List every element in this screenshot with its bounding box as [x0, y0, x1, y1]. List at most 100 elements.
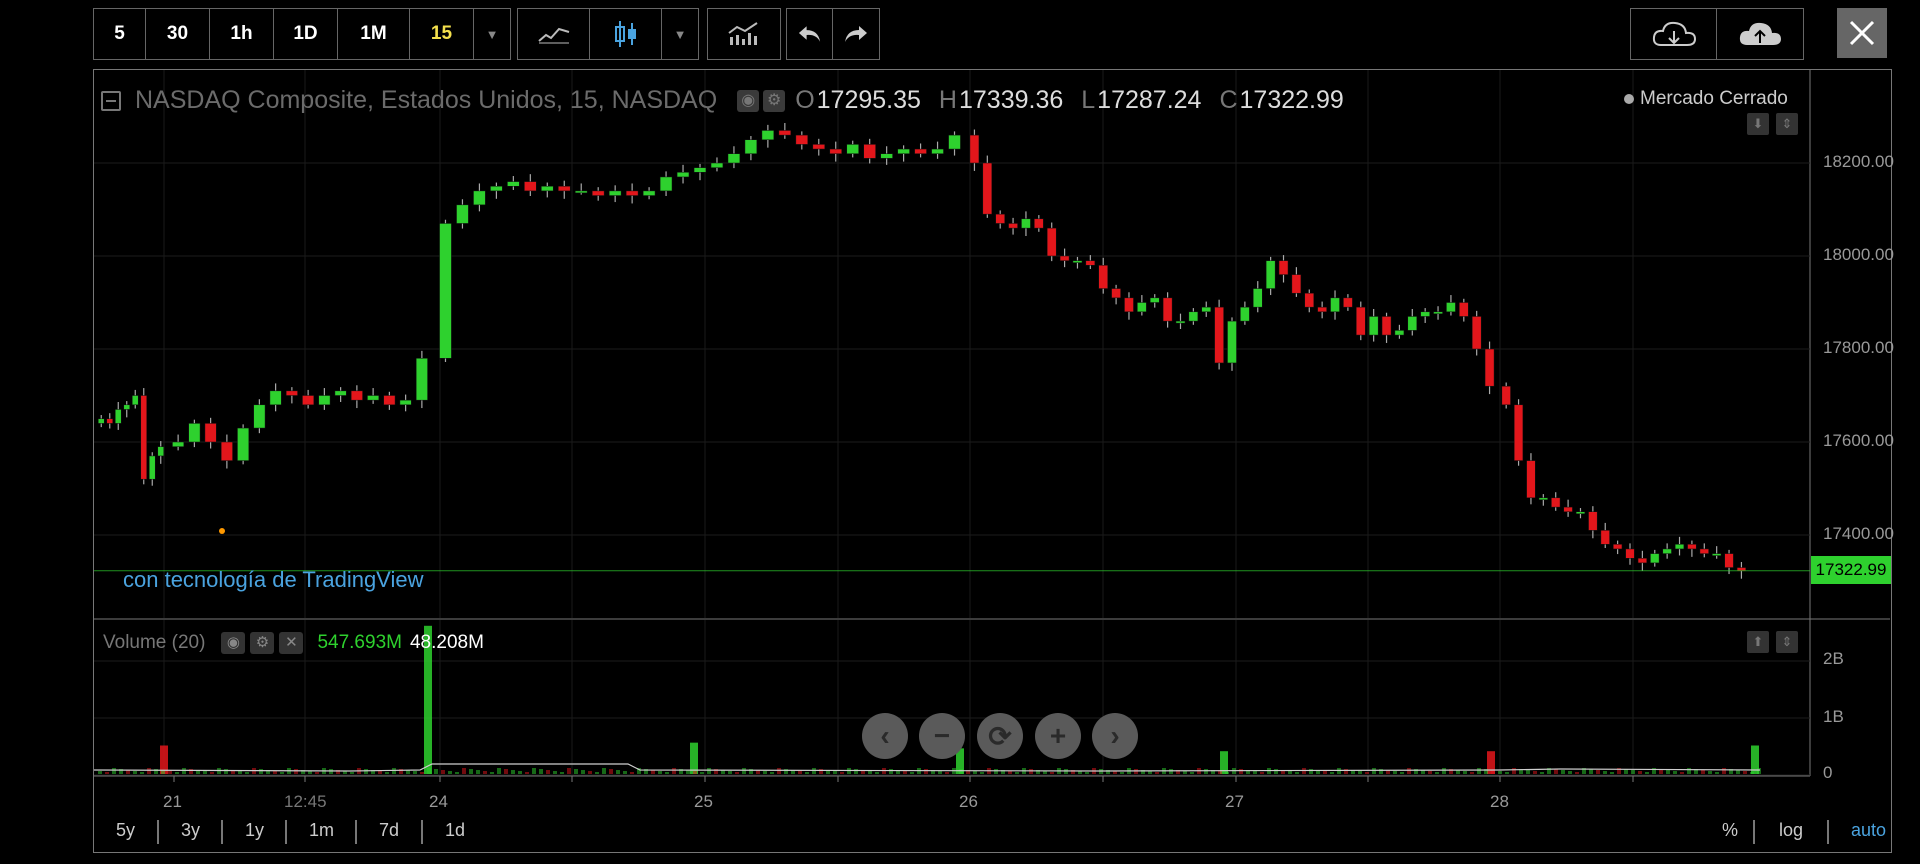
volume-bar [1239, 769, 1243, 774]
interval-5[interactable]: 5 [94, 9, 146, 59]
close-icon[interactable] [1837, 8, 1887, 58]
zoom-out-button[interactable]: − [919, 713, 965, 759]
symbol-legend: NASDAQ Composite, Estados Unidos, 15, NA… [101, 86, 1362, 115]
range-5y[interactable]: 5y [116, 820, 136, 840]
volume-bar [1211, 770, 1215, 774]
auto-scale-toggle[interactable]: auto [1851, 820, 1887, 840]
time-tick: 12:45 [284, 792, 327, 811]
cloud-group [1630, 8, 1804, 60]
volume-bar [448, 771, 452, 774]
range-1d[interactable]: 1d [445, 820, 466, 840]
volume-bar [1309, 769, 1313, 774]
price-tick: 17400.00 [1823, 524, 1894, 543]
volume-bar [434, 769, 438, 774]
log-scale-toggle[interactable]: log [1779, 820, 1804, 840]
volume-bar [1435, 772, 1439, 774]
volume-bar [602, 768, 606, 774]
visibility-icon[interactable]: ◉ [737, 89, 760, 112]
volume-settings-icon[interactable]: ⚙ [250, 632, 275, 654]
interval-1h[interactable]: 1h [210, 9, 274, 59]
interval-group: 5 30 1h 1D 1M 15 ▼ [93, 8, 511, 60]
indicators-icon[interactable] [708, 9, 780, 59]
volume-bar [385, 772, 389, 774]
volume-bar [245, 772, 249, 774]
range-3y[interactable]: 3y [181, 820, 201, 840]
volume-bar [1351, 770, 1355, 774]
volume-bar [392, 768, 396, 774]
volume-bar [966, 770, 970, 774]
high-label: H [938, 86, 957, 114]
scroll-down-icon[interactable]: ⬇ [1747, 113, 1769, 135]
candle-body [149, 455, 156, 480]
candle-body [1513, 404, 1524, 461]
collapse-icon[interactable] [101, 90, 121, 111]
cloud-download-icon[interactable] [1631, 9, 1717, 59]
candle-body [1317, 306, 1327, 313]
volume-bar [1554, 769, 1558, 774]
volume-bar [980, 772, 984, 774]
range-1m[interactable]: 1m [309, 820, 335, 840]
range-divider [421, 820, 423, 844]
volume-bar [1512, 768, 1516, 774]
chart-type-dropdown-icon[interactable]: ▼ [673, 26, 687, 42]
volume-bar [1589, 769, 1593, 774]
volume-bar [504, 769, 508, 774]
scroll-up-icon[interactable]: ⬆ [1747, 631, 1769, 653]
interval-1m[interactable]: 1M [338, 9, 410, 59]
line-chart-icon[interactable] [518, 9, 590, 59]
volume-expand-icon[interactable]: ⇕ [1776, 631, 1798, 653]
reset-chart-button[interactable]: ⟳ [977, 713, 1023, 759]
candle-body [473, 190, 486, 206]
volume-bar [812, 768, 816, 774]
volume-bar [791, 770, 795, 774]
volume-bar [1344, 769, 1348, 774]
volume-bar [798, 771, 802, 774]
candle-body [1600, 530, 1610, 545]
scroll-left-button[interactable]: ‹ [862, 713, 908, 759]
cloud-upload-icon[interactable] [1717, 9, 1803, 59]
volume-bar [518, 771, 522, 774]
interval-15[interactable]: 15 [410, 9, 474, 59]
undo-icon[interactable] [787, 9, 833, 59]
volume-bar [1533, 771, 1537, 774]
volume-bar [1001, 770, 1005, 774]
volume-bar [1645, 772, 1649, 774]
percent-scale-toggle[interactable]: % [1722, 820, 1739, 840]
volume-tick: 2B [1823, 649, 1844, 668]
expand-pane-icon[interactable]: ⇕ [1776, 113, 1798, 135]
candle-body [1162, 297, 1173, 322]
volume-bar [1568, 771, 1572, 774]
volume-bar [1540, 772, 1544, 774]
candle-body [1072, 260, 1083, 263]
interval-1d[interactable]: 1D [274, 9, 338, 59]
volume-bar [581, 770, 585, 774]
chart-frame[interactable] [93, 69, 1892, 853]
range-divider [285, 820, 287, 844]
redo-icon[interactable] [833, 9, 879, 59]
volume-bar [1071, 770, 1075, 774]
symbol-title: NASDAQ Composite, Estados Unidos, 15, NA… [135, 86, 718, 114]
zoom-in-button[interactable]: + [1035, 713, 1081, 759]
volume-bar [1274, 769, 1278, 774]
scroll-right-button[interactable]: › [1092, 713, 1138, 759]
volume-remove-icon[interactable]: ✕ [279, 632, 304, 654]
range-1y[interactable]: 1y [245, 820, 265, 840]
range-7d[interactable]: 7d [379, 820, 400, 840]
interval-dropdown-icon[interactable]: ▼ [485, 26, 499, 42]
volume-bar [1617, 768, 1621, 774]
volume-bar [1204, 769, 1208, 774]
volume-bar [1220, 751, 1228, 774]
candle-body [608, 190, 622, 196]
interval-30[interactable]: 30 [146, 9, 210, 59]
candlestick-icon[interactable] [590, 9, 662, 59]
settings-icon[interactable]: ⚙ [763, 89, 786, 112]
volume-visibility-icon[interactable]: ◉ [221, 632, 246, 654]
candle-body [931, 148, 944, 154]
time-tick: 27 [1225, 792, 1244, 811]
volume-bar [1043, 771, 1047, 774]
volume-bar [735, 772, 739, 774]
volume-bar [644, 769, 648, 774]
tradingview-watermark[interactable]: con tecnología de TradingView [123, 567, 424, 592]
candle-body [157, 446, 164, 457]
